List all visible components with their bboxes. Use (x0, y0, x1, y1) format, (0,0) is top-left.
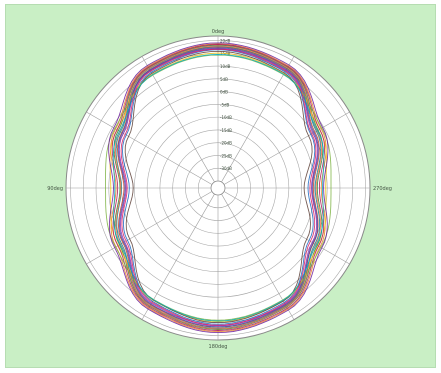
radial-tick-label: 20dB (220, 38, 231, 43)
polar-chart: -30dB -25dB -20dB -15dB -10dB -5dB 0dB 5dB 10dB 1… (47, 29, 392, 350)
series-line-15 (120, 48, 317, 326)
grid-spoke (86, 191, 213, 265)
series-line-3 (122, 49, 316, 325)
center-ring (210, 180, 226, 196)
grid-spoke (223, 191, 350, 265)
chart-panel: -30dB -25dB -20dB -15dB -10dB -5dB 0dB 5dB 10dB 1… (5, 4, 436, 368)
polar-grid (65, 35, 371, 341)
series-line-10 (117, 47, 319, 328)
series-line-9 (124, 50, 313, 324)
angle-tick-label: 90deg (47, 186, 63, 192)
radial-tick-label: -10dB (220, 115, 232, 120)
radial-tick-label: -5dB (220, 102, 230, 107)
grid-spoke (141, 193, 215, 320)
radial-tick-label: 10dB (220, 64, 231, 69)
series-line-1 (117, 46, 320, 328)
radial-tick-label: -30dB (220, 166, 232, 171)
radial-tick-label: -25dB (220, 153, 232, 158)
angle-tick-label: 0deg (212, 29, 225, 35)
series-line-8 (111, 43, 326, 331)
angle-tick-label: 270deg (373, 186, 392, 192)
radial-tick-label: -20dB (220, 141, 232, 146)
radial-tick-label: 0dB (220, 90, 228, 95)
series-line-14 (112, 54, 325, 322)
angle-tick-labels: 0deg 90deg 180deg 270deg (47, 29, 392, 350)
pattern-traces (105, 42, 332, 334)
grid-spoke (223, 111, 350, 185)
series-line-2 (113, 44, 324, 330)
grid-spoke (221, 56, 295, 183)
radial-tick-label: -15dB (220, 128, 232, 133)
radial-tick-label: 5dB (220, 77, 228, 82)
series-line-7 (115, 46, 322, 329)
grid-spoke (86, 111, 213, 185)
series-line-13 (108, 42, 329, 334)
grid-spoke (141, 56, 215, 183)
angle-tick-label: 180deg (209, 344, 228, 350)
grid-spoke (221, 193, 295, 320)
series-line-4 (110, 43, 327, 333)
series-line-5 (118, 48, 318, 327)
series-line-11 (105, 54, 332, 321)
